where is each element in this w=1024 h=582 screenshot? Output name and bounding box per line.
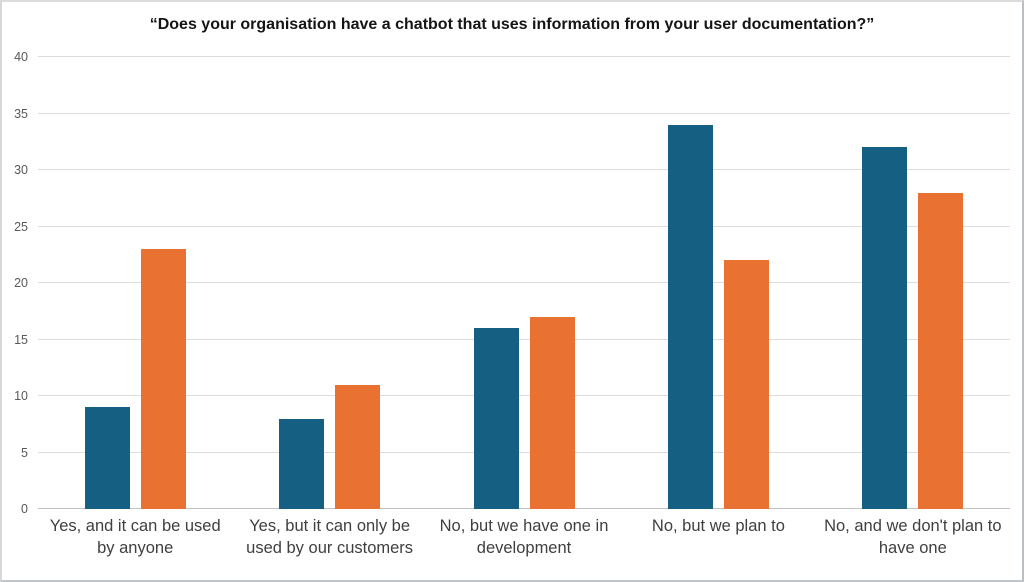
gridline — [38, 451, 1010, 453]
y-axis-tick-label: 40 — [14, 50, 28, 64]
plot-area: 0 5 10 15 20 25 30 35 40 — [14, 50, 1010, 516]
gridline — [38, 395, 1010, 396]
gridline — [38, 225, 1010, 227]
bar-group — [427, 57, 621, 509]
category-label: No, and we don't plan to have one — [824, 517, 1002, 557]
bar-group — [232, 57, 426, 509]
blue-bar — [473, 328, 519, 509]
bar-group — [816, 57, 1010, 509]
y-axis-tick-label: 0 — [21, 502, 28, 516]
y-axis-tick-label: 30 — [14, 163, 28, 177]
y-axis-grid: 0 5 10 15 20 25 30 35 40 — [14, 50, 1010, 516]
orange-bar — [918, 192, 964, 509]
gridline — [38, 56, 1010, 57]
y-axis-tick-label: 25 — [14, 219, 28, 234]
blue-bar — [279, 418, 325, 509]
bar-groups — [38, 57, 1010, 509]
orange-bar — [723, 260, 769, 509]
category-label: Yes, and it can be used by anyone — [49, 517, 221, 557]
y-axis-tick-label: 15 — [14, 332, 28, 347]
x-axis-labels: Yes, and it can be used by anyone Yes, bu… — [38, 516, 1010, 560]
y-axis-tick-label: 35 — [14, 106, 28, 121]
category-label: Yes, but it can only be used by our cust… — [246, 517, 414, 557]
category-label: No, but we have one in development — [439, 517, 609, 557]
y-axis-tick-label: 5 — [21, 445, 28, 460]
blue-bar — [667, 124, 713, 509]
y-axis-tick-label: 10 — [14, 389, 28, 403]
gridline — [38, 169, 1010, 170]
bar-group — [621, 57, 815, 509]
gridline — [38, 282, 1010, 283]
chart-title: “Does your organisation have a chatbot t… — [149, 16, 875, 33]
category-label: No, but we plan to — [651, 517, 785, 535]
gridline — [38, 112, 1010, 114]
gridline — [38, 338, 1010, 340]
orange-bar — [140, 249, 186, 509]
blue-bar — [862, 147, 908, 509]
blue-bar — [84, 407, 130, 509]
orange-bar — [529, 316, 575, 509]
y-axis-tick-label: 20 — [14, 276, 28, 290]
x-axis-line — [38, 508, 1010, 509]
bar-group — [38, 57, 232, 509]
orange-bar — [335, 384, 381, 509]
